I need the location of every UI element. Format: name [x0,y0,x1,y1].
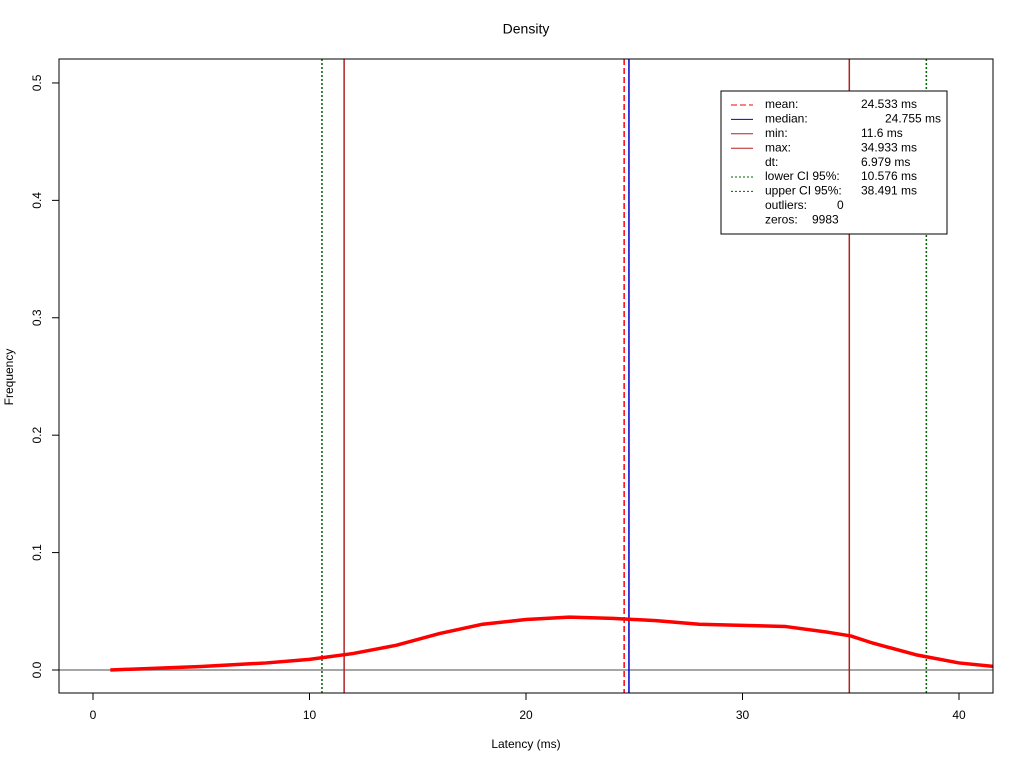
chart-title: Density [503,21,550,37]
legend-value: 24.533 ms [861,97,917,111]
legend-label: upper CI 95%: [765,184,842,198]
legend-label: outliers: [765,198,807,212]
x-tick-label: 30 [736,708,750,722]
legend-value: 11.6 ms [861,126,903,140]
x-tick-label: 40 [952,708,966,722]
x-tick-label: 10 [303,708,317,722]
legend-label: lower CI 95%: [765,169,840,183]
legend-value: 9983 [812,212,839,226]
legend-label: mean: [765,97,798,111]
legend-value: 24.755 ms [885,112,941,126]
y-tick-label: 0.5 [30,74,44,91]
legend: mean: 24.533 ms median: 24.755 ms min: 11.6 m… [720,90,948,235]
legend-label: zeros: [765,212,798,226]
x-tick-label: 0 [90,708,97,722]
legend-label: min: [765,126,788,140]
legend-box [720,90,948,235]
legend-value: 0 [837,198,844,212]
y-tick-label: 0.2 [30,427,44,444]
legend-label: dt: [765,155,778,169]
legend-label: max: [765,140,791,154]
legend-value: 10.576 ms [861,169,917,183]
density-curve [110,615,993,672]
y-tick-label: 0.3 [30,309,44,326]
x-axis-title: Latency (ms) [491,737,560,751]
y-axis-title: Frequency [2,349,16,406]
y-tick-label: 0.4 [30,192,44,209]
x-tick-label: 20 [519,708,533,722]
legend-label: median: [765,112,808,126]
legend-value: 38.491 ms [861,184,917,198]
y-tick-label: 0.0 [30,661,44,678]
legend-value: 6.979 ms [861,155,910,169]
y-tick-label: 0.1 [30,544,44,561]
legend-value: 34.933 ms [861,140,917,154]
